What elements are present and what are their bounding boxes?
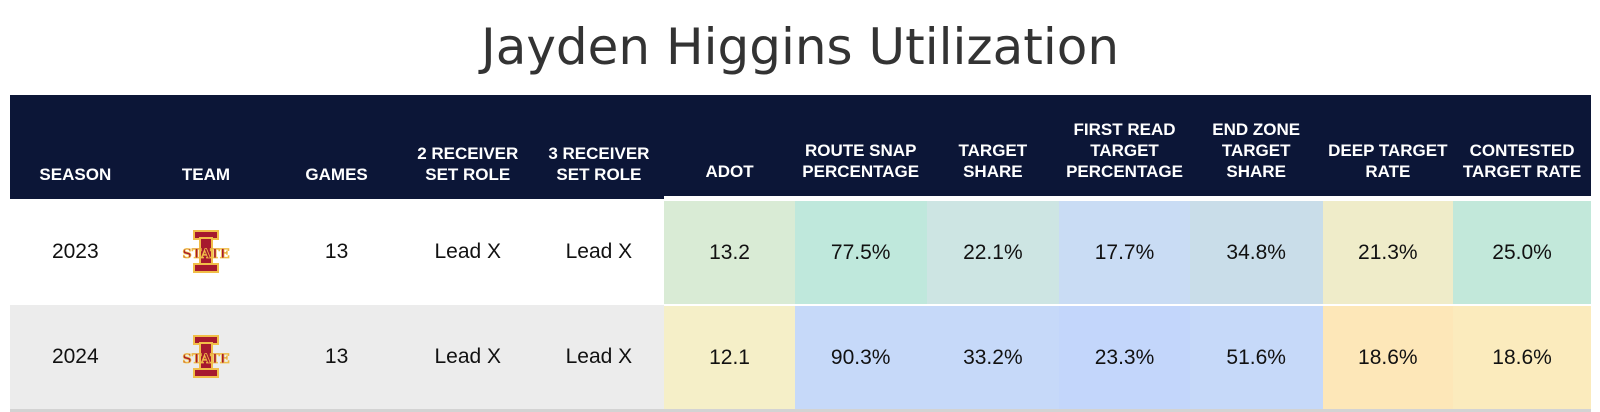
role-2-receiver-cell: Lead X: [401, 198, 534, 305]
column-header-deep-target-rate[interactable]: DEEP TARGET RATE: [1322, 95, 1454, 199]
table-row: 2023 STATE 13 Lead X Lead X 13.2 77.5% 2…: [10, 196, 1591, 305]
column-header-adot[interactable]: ADOT: [664, 95, 795, 199]
svg-text:STATE: STATE: [182, 352, 229, 367]
games-cell: 13: [271, 198, 402, 305]
column-header-end-zone-target-share[interactable]: END ZONE TARGET SHARE: [1189, 95, 1323, 199]
column-header-season[interactable]: SEASON: [10, 95, 141, 199]
column-header-games[interactable]: GAMES: [271, 95, 402, 199]
iowa-state-logo-icon: STATE: [182, 335, 230, 378]
iowa-state-logo-icon: STATE: [182, 229, 230, 273]
route-snap-cell: 77.5%: [794, 196, 927, 305]
season-cell: 2023: [10, 198, 141, 305]
role-3-receiver-cell: Lead X: [533, 198, 665, 305]
target-share-cell: 33.2%: [926, 304, 1060, 412]
adot-cell: 12.1: [664, 304, 795, 412]
column-header-contested-target-rate[interactable]: CONTESTED TARGET RATE: [1453, 95, 1591, 199]
adot-cell: 13.2: [664, 196, 795, 305]
column-header-2-receiver-set-role[interactable]: 2 RECEIVER SET ROLE: [401, 95, 534, 199]
role-2-receiver-cell: Lead X: [401, 305, 534, 412]
column-header-3-receiver-set-role[interactable]: 3 RECEIVER SET ROLE: [533, 95, 665, 199]
role-3-receiver-cell: Lead X: [533, 305, 665, 412]
contested-rate-cell: 18.6%: [1453, 304, 1591, 412]
team-cell: STATE: [140, 305, 272, 412]
svg-text:STATE: STATE: [182, 247, 229, 262]
team-cell: STATE: [140, 198, 272, 305]
column-header-route-snap-percentage[interactable]: ROUTE SNAP PERCENTAGE: [794, 95, 927, 199]
first-read-cell: 23.3%: [1059, 304, 1190, 412]
column-header-team[interactable]: TEAM: [140, 95, 272, 199]
column-header-target-share[interactable]: TARGET SHARE: [926, 95, 1060, 199]
table-row: 2024 STATE 13 Lead X Lead X 12.1 90.3% 3…: [10, 304, 1591, 412]
end-zone-cell: 51.6%: [1189, 304, 1323, 412]
page-title: Jayden Higgins Utilization: [480, 18, 1120, 76]
column-header-first-read-target-percentage[interactable]: FIRST READ TARGET PERCENTAGE: [1059, 95, 1190, 199]
contested-rate-cell: 25.0%: [1453, 196, 1591, 305]
target-share-cell: 22.1%: [926, 196, 1060, 305]
utilization-table: SEASON TEAM GAMES 2 RECEIVER SET ROLE 3 …: [10, 95, 1591, 412]
games-cell: 13: [271, 305, 402, 412]
route-snap-cell: 90.3%: [794, 304, 927, 412]
first-read-cell: 17.7%: [1059, 196, 1190, 305]
deep-rate-cell: 21.3%: [1322, 196, 1454, 305]
season-cell: 2024: [10, 305, 141, 412]
end-zone-cell: 34.8%: [1189, 196, 1323, 305]
header-row: SEASON TEAM GAMES 2 RECEIVER SET ROLE 3 …: [10, 95, 1591, 199]
deep-rate-cell: 18.6%: [1322, 304, 1454, 412]
